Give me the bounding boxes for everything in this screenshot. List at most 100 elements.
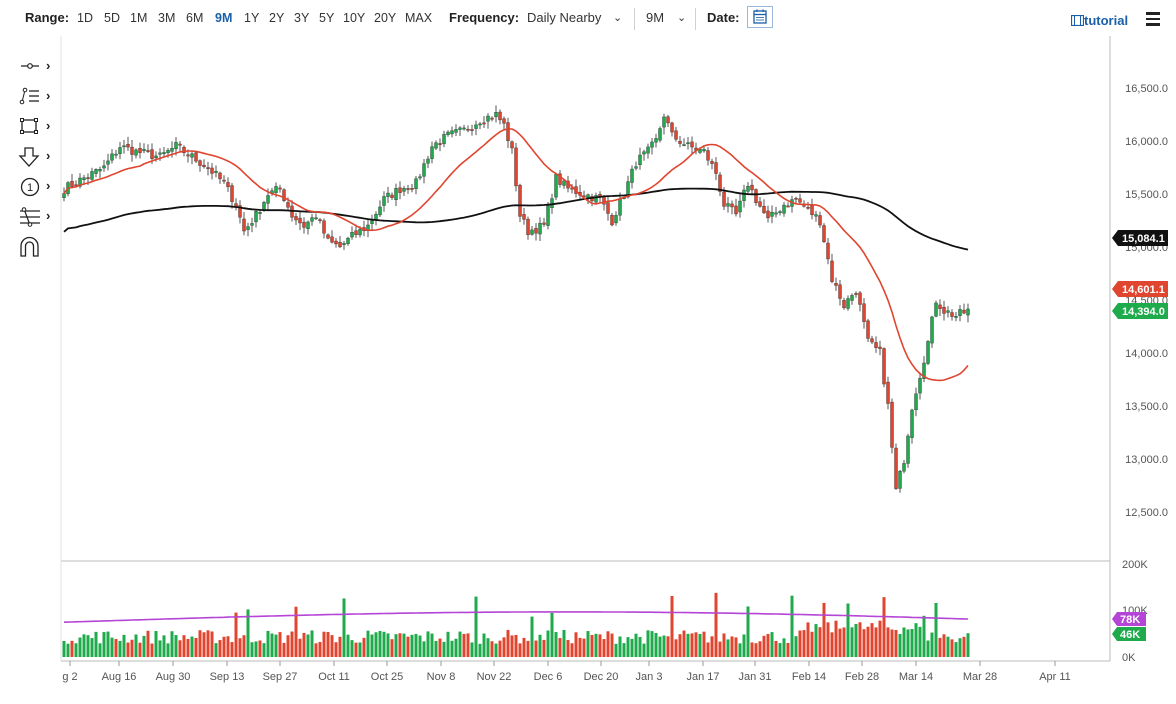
volume-bar	[114, 639, 118, 657]
candle-down	[894, 447, 898, 489]
volume-bar	[486, 638, 490, 657]
candle-up	[450, 130, 454, 135]
volume-bar	[494, 643, 498, 657]
range-9m[interactable]: 9M	[215, 11, 233, 25]
volume-bar	[758, 641, 762, 657]
price-tick-label: 13,000.0	[1125, 454, 1168, 466]
candle-up	[646, 146, 650, 154]
candle-down	[818, 215, 822, 226]
volume-bar	[422, 641, 426, 657]
tool-arrow[interactable]: ›	[18, 146, 58, 168]
candle-up	[82, 177, 86, 181]
candle-down	[758, 201, 762, 207]
candle-up	[78, 177, 82, 187]
range-20y[interactable]: 20Y	[374, 11, 397, 25]
candle-up	[922, 362, 926, 379]
range-10y[interactable]: 10Y	[343, 11, 366, 25]
volume-bar	[466, 633, 470, 657]
volume-bar	[90, 638, 94, 657]
candle-down	[470, 129, 474, 131]
tool-fibonacci[interactable]: ›	[18, 206, 58, 228]
time-tick-label: Jan 3	[636, 671, 663, 683]
volume-bar	[658, 636, 662, 657]
candle-down	[822, 225, 826, 243]
candle-up	[370, 220, 374, 224]
price-badge-label: 14,601.1	[1122, 284, 1165, 296]
frequency-select[interactable]: Daily Nearby	[527, 10, 602, 25]
candle-down	[490, 117, 494, 120]
tool-annotation[interactable]: 1 ›	[18, 176, 58, 198]
candle-up	[258, 212, 262, 214]
tutorial-link[interactable]: tutorial	[1070, 13, 1128, 28]
range-1m[interactable]: 1M	[130, 11, 148, 25]
candle-down	[138, 148, 142, 153]
tool-trendline[interactable]: ›	[18, 86, 58, 108]
range-5d[interactable]: 5D	[104, 11, 120, 25]
volume-bar	[458, 631, 462, 657]
candle-down	[522, 214, 526, 220]
volume-bar	[938, 637, 942, 657]
tool-rectangle[interactable]: ›	[18, 116, 58, 138]
range-1y[interactable]: 1Y	[244, 11, 260, 25]
candle-up	[110, 153, 114, 161]
candle-down	[514, 147, 518, 187]
volume-bar	[946, 636, 950, 657]
candle-up	[846, 298, 850, 309]
volume-moving-average	[63, 611, 969, 623]
volume-bar	[810, 631, 814, 657]
range-max[interactable]: MAX	[405, 11, 433, 25]
volume-bar	[738, 643, 742, 657]
chart-frame	[60, 36, 1111, 662]
price-tick-label: 16,000.0	[1125, 136, 1168, 148]
candle-down	[542, 222, 546, 225]
volume-bar	[706, 642, 710, 657]
candle-down	[70, 181, 74, 187]
volume-bar	[390, 639, 394, 657]
candle-down	[210, 167, 214, 174]
volume-bar	[194, 637, 198, 657]
candle-up	[630, 168, 634, 183]
volume-bar	[118, 640, 122, 657]
volume-bar	[858, 622, 862, 657]
calendar-icon	[753, 9, 767, 24]
tool-crosshair[interactable]: ›	[18, 56, 58, 78]
volume-bar	[178, 640, 182, 657]
date-picker-button[interactable]	[747, 6, 773, 28]
volume-bar	[794, 636, 798, 657]
range-6m[interactable]: 6M	[186, 11, 204, 25]
hamburger-menu-icon[interactable]	[1146, 12, 1160, 29]
candle-up	[546, 205, 550, 226]
range-5y[interactable]: 5Y	[319, 11, 335, 25]
long-moving-average	[63, 187, 969, 251]
candle-up	[454, 129, 458, 133]
range-3m[interactable]: 3M	[158, 11, 176, 25]
candle-up	[738, 200, 742, 213]
volume-bar	[126, 642, 130, 657]
range-1d[interactable]: 1D	[77, 11, 93, 25]
candle-down	[882, 348, 886, 385]
volume-bar	[338, 636, 342, 657]
volume-bar	[210, 631, 214, 657]
chevron-down-icon[interactable]: ⌄	[613, 12, 623, 24]
candle-down	[242, 218, 246, 232]
range-2y[interactable]: 2Y	[269, 11, 285, 25]
volume-bar	[374, 632, 378, 657]
volume-bar	[346, 634, 350, 657]
candle-up	[746, 186, 750, 192]
range-3y[interactable]: 3Y	[294, 11, 310, 25]
candle-down	[150, 149, 154, 159]
toolbar-divider	[695, 8, 696, 30]
volume-bar	[850, 627, 854, 657]
volume-bar	[306, 634, 310, 657]
rectangle-icon	[20, 118, 38, 134]
volume-bar	[750, 642, 754, 657]
candle-down	[610, 215, 614, 226]
volume-bar	[182, 635, 186, 657]
tool-magnet[interactable]	[18, 236, 58, 258]
chevron-down-icon[interactable]: ⌄	[677, 12, 687, 24]
candle-up	[246, 226, 250, 230]
candle-up	[414, 178, 418, 189]
period-select[interactable]: 9M	[646, 10, 665, 25]
